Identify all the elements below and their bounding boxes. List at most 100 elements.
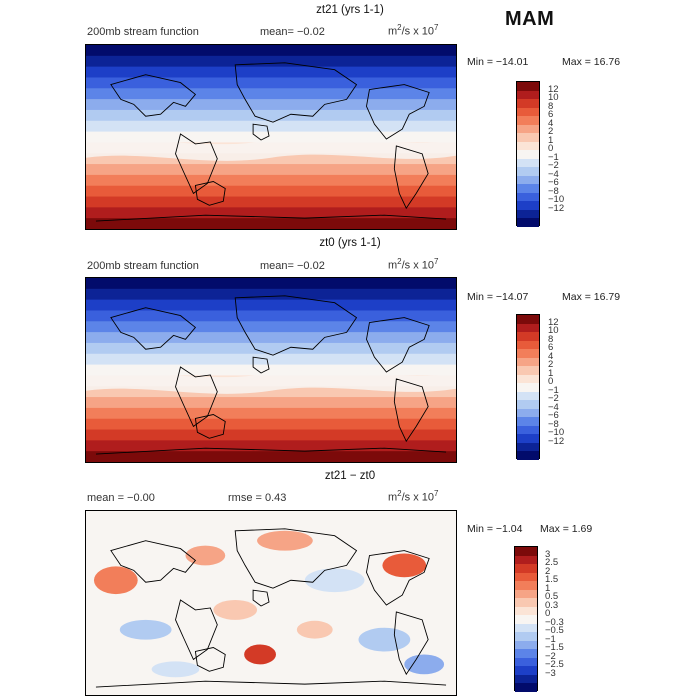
colorbar-tick-label: 8 bbox=[548, 100, 554, 112]
colorbar-tick-label: −4 bbox=[548, 401, 559, 413]
colorbar-tick-label: −12 bbox=[548, 202, 565, 214]
contour-band bbox=[86, 164, 456, 176]
colorbar-swatch bbox=[517, 99, 539, 108]
colorbar-swatch bbox=[515, 615, 537, 624]
colorbar-tick-label: 2 bbox=[548, 359, 554, 371]
colorbar-swatch bbox=[517, 417, 539, 426]
panel-1-title: zt21 (yrs 1-1) bbox=[316, 4, 384, 16]
colorbar-swatch bbox=[517, 82, 539, 91]
colorbar-tick-label: 2 bbox=[545, 565, 551, 577]
contour-band bbox=[86, 386, 456, 398]
colorbar-swatch bbox=[517, 315, 539, 324]
colorbar-tick-label: 1 bbox=[548, 134, 554, 146]
colorbar-tick-label: −2 bbox=[548, 160, 559, 172]
colorbar-tick-label: −2.5 bbox=[545, 659, 564, 671]
colorbar-tick-label: 0.3 bbox=[545, 599, 559, 611]
contour-band bbox=[86, 278, 456, 290]
colorbar-swatch bbox=[517, 366, 539, 375]
contour-band bbox=[86, 77, 456, 89]
colorbar-swatch bbox=[517, 167, 539, 176]
panel-3-map bbox=[85, 510, 457, 696]
colorbar-swatch bbox=[517, 374, 539, 384]
colorbar-swatch bbox=[517, 391, 539, 401]
colorbar-tick-label: −10 bbox=[548, 194, 565, 206]
colorbar-swatch bbox=[517, 192, 539, 202]
colorbar-swatch bbox=[517, 383, 539, 392]
colorbar-swatch bbox=[515, 581, 537, 590]
colorbar-swatch bbox=[517, 141, 539, 151]
colorbar-swatch bbox=[517, 158, 539, 168]
panel-2-mean: mean= −0.02 bbox=[260, 260, 325, 272]
colorbar-swatch bbox=[517, 175, 539, 185]
colorbar-tick-label: −4 bbox=[548, 168, 559, 180]
coastline bbox=[234, 62, 358, 123]
colorbar-tick-label: −6 bbox=[548, 410, 559, 422]
anomaly-contour bbox=[304, 568, 365, 593]
anomaly-contour bbox=[404, 654, 445, 675]
anomaly-contour bbox=[213, 600, 258, 620]
colorbar-tick-label: −6 bbox=[548, 177, 559, 189]
colorbar-swatch bbox=[517, 332, 539, 341]
contour-band bbox=[86, 99, 456, 111]
colorbar-tick-label: 0.5 bbox=[545, 591, 559, 603]
colorbar-swatch bbox=[517, 116, 539, 125]
panel-2-map bbox=[85, 277, 457, 463]
colorbar-swatch bbox=[517, 201, 539, 210]
colorbar-swatch bbox=[517, 442, 539, 452]
contour-band bbox=[86, 407, 456, 420]
colorbar-tick-label: −1.5 bbox=[545, 642, 564, 654]
contour-band bbox=[86, 332, 456, 344]
colorbar-swatch bbox=[517, 357, 539, 367]
panel-1-colorbar-ticks: 12 10 8 6 4 2 1 0 −1 −2 −4 −6 −8 −10 −12 bbox=[548, 81, 588, 226]
anomaly-contour bbox=[185, 545, 226, 566]
contour-band bbox=[86, 196, 456, 208]
colorbar-tick-label: −1 bbox=[548, 384, 559, 396]
contour-band bbox=[86, 397, 456, 409]
colorbar-swatch bbox=[515, 598, 537, 607]
colorbar-tick-label: 10 bbox=[548, 325, 559, 337]
colorbar-tick-label: 12 bbox=[548, 316, 559, 328]
panel-1-units: m2/s x 107 bbox=[388, 23, 439, 38]
contour-band bbox=[86, 218, 456, 229]
coastline bbox=[393, 378, 429, 443]
panel-2-title: zt0 (yrs 1-1) bbox=[319, 237, 381, 249]
colorbar-swatch bbox=[517, 349, 539, 358]
colorbar-swatch bbox=[515, 674, 537, 684]
coastline bbox=[110, 74, 197, 117]
contour-band bbox=[86, 321, 456, 333]
contour-band bbox=[86, 45, 456, 57]
colorbar-swatch bbox=[517, 133, 539, 142]
panel-1-map bbox=[85, 44, 457, 230]
colorbar-tick-label: −2 bbox=[548, 393, 559, 405]
anomaly-contour bbox=[358, 627, 411, 652]
panel-2-min: Min = −14.07 bbox=[467, 291, 529, 303]
contour-band bbox=[86, 342, 456, 355]
colorbar-swatch bbox=[515, 589, 537, 599]
anomaly-contour bbox=[257, 530, 313, 551]
panel-2-max: Max = 16.79 bbox=[562, 291, 621, 303]
colorbar-tick-label: 1.5 bbox=[545, 574, 559, 586]
coastline bbox=[194, 647, 226, 672]
coastline bbox=[175, 599, 218, 661]
contour-band bbox=[86, 429, 456, 441]
panel-1-field-label: 200mb stream function bbox=[87, 26, 199, 38]
coastline bbox=[175, 366, 218, 428]
colorbar-swatch bbox=[515, 555, 537, 565]
colorbar-tick-label: 6 bbox=[548, 342, 554, 354]
contour-band bbox=[86, 120, 456, 133]
colorbar-swatch bbox=[515, 623, 537, 633]
coastline bbox=[110, 307, 197, 350]
panel-1-colorbar bbox=[516, 81, 540, 227]
colorbar-swatch bbox=[515, 649, 537, 658]
colorbar-swatch bbox=[517, 124, 539, 134]
colorbar-tick-label: −10 bbox=[548, 427, 565, 439]
colorbar-swatch bbox=[515, 564, 537, 573]
panel-2-colorbar-ticks: 12 10 8 6 4 2 1 0 −1 −2 −4 −6 −8 −10 −12 bbox=[548, 314, 588, 459]
colorbar-tick-label: −3 bbox=[545, 667, 556, 679]
contour-band bbox=[86, 288, 456, 301]
colorbar-swatch bbox=[517, 434, 539, 443]
coastline bbox=[366, 84, 430, 140]
colorbar-swatch bbox=[517, 323, 539, 333]
anomaly-contour bbox=[296, 620, 333, 639]
colorbar-swatch bbox=[515, 606, 537, 616]
